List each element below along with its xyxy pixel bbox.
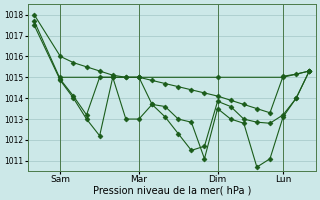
X-axis label: Pression niveau de la mer( hPa ): Pression niveau de la mer( hPa )	[92, 186, 251, 196]
